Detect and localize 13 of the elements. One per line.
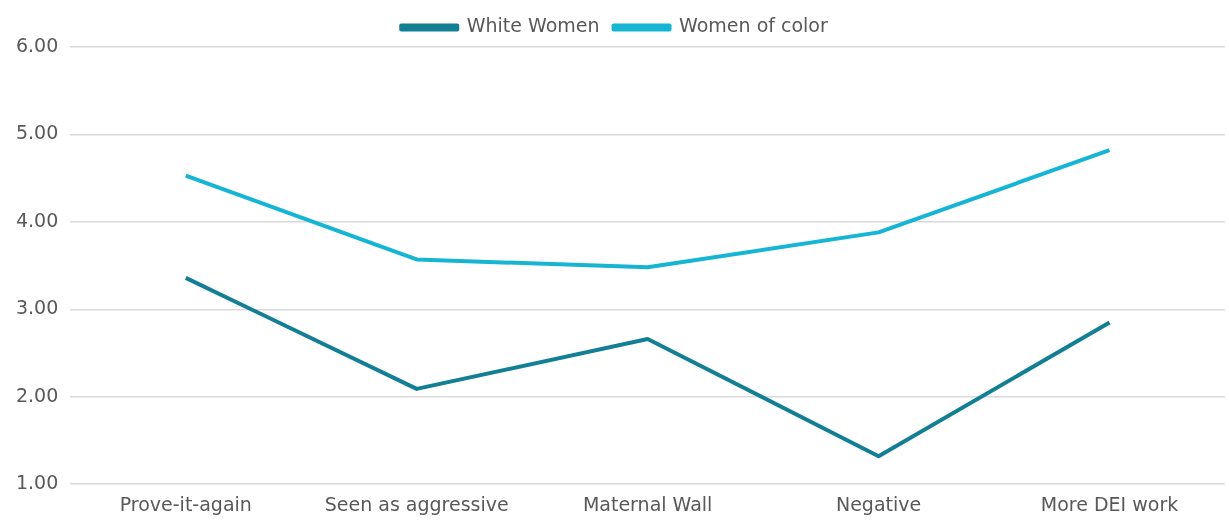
legend-label: Women of color <box>679 14 828 37</box>
y-tick-label: 5.00 <box>15 121 59 144</box>
x-tick-label: Seen as aggressive <box>324 492 509 515</box>
y-tick-label: 2.00 <box>15 383 59 406</box>
legend-label: White Women <box>466 14 600 37</box>
y-tick-label: 1.00 <box>15 471 59 494</box>
x-tick-label: Negative <box>835 492 922 515</box>
x-tick-label: More DEI work <box>1040 492 1179 515</box>
y-tick-label: 6.00 <box>15 33 59 56</box>
x-tick-label: Maternal Wall <box>582 492 713 515</box>
x-tick-label: Prove-it-again <box>119 492 252 515</box>
y-tick-label: 3.00 <box>15 296 59 319</box>
y-tick-label: 4.00 <box>15 208 59 231</box>
